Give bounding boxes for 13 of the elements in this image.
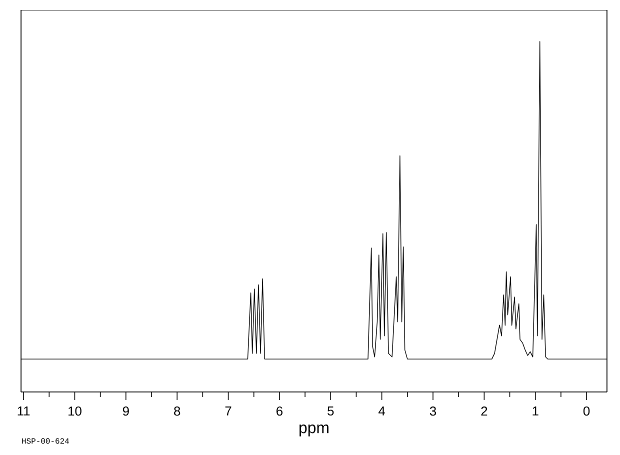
x-tick-label: 2 [481,406,488,416]
x-tick-label: 11 [18,406,30,416]
x-tick-label: 10 [68,406,82,416]
x-tick-label: 7 [225,406,232,416]
x-tick-label: 1 [532,406,538,416]
x-tick-label: 4 [378,406,386,416]
x-axis-title: ppm [300,424,328,436]
x-tick-label: 9 [122,406,129,416]
x-tick-label: 6 [276,406,282,416]
x-tick-label: 5 [328,406,334,416]
x-tick-label: 3 [430,406,436,416]
x-tick-label: 0 [583,406,590,416]
x-tick-label: 8 [174,406,180,416]
